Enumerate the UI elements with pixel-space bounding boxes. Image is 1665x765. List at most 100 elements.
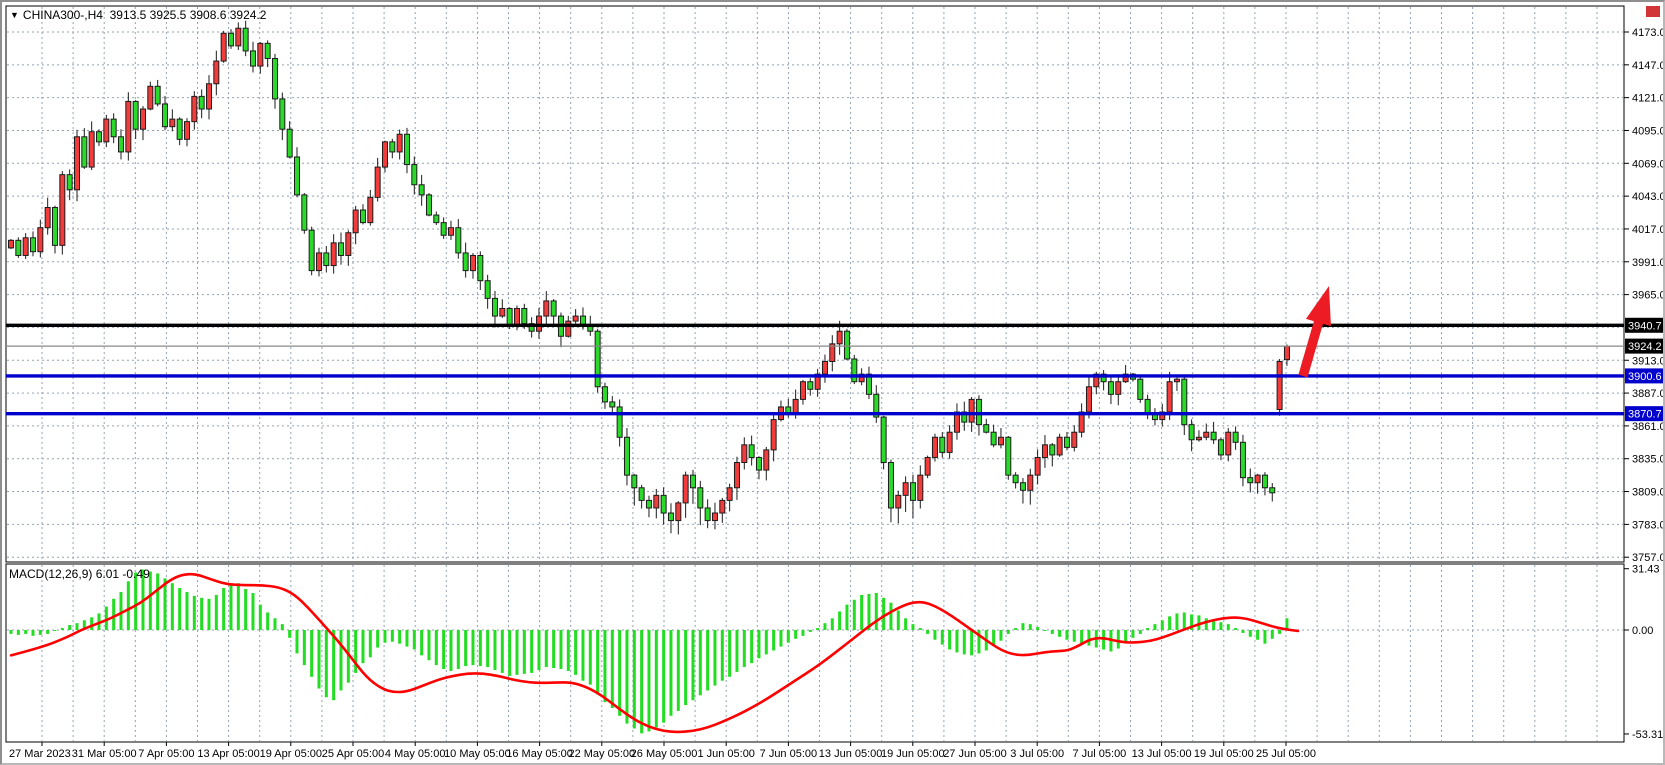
candle xyxy=(667,512,674,522)
macd-panel[interactable] xyxy=(5,563,1625,743)
candle xyxy=(616,406,623,438)
candle xyxy=(814,373,821,390)
candle xyxy=(257,42,264,67)
macd-hist-bar xyxy=(478,630,482,667)
svg-text:4043.0: 4043.0 xyxy=(1632,191,1665,203)
time-axis[interactable]: 27 Mar 2023 31 Mar 05:00 7 Apr 05:00 13 Apr… xyxy=(9,742,1316,760)
macd-hist-bar xyxy=(559,630,563,669)
macd-hist-bar xyxy=(764,630,768,655)
candle xyxy=(198,95,205,110)
macd-hist-bar xyxy=(948,630,952,650)
candle xyxy=(1005,436,1012,476)
macd-hist-bar xyxy=(119,591,123,630)
candle xyxy=(851,358,858,383)
macd-hist-bar xyxy=(317,630,321,689)
candle xyxy=(829,343,836,363)
macd-hist-bar xyxy=(258,604,262,630)
macd-hist-bar xyxy=(962,630,966,655)
macd-hist-bar xyxy=(500,630,504,673)
candle xyxy=(235,27,242,47)
macd-hist-bar xyxy=(75,623,79,630)
macd-hist-bar xyxy=(383,630,387,643)
macd-hist-bar xyxy=(654,630,658,728)
macd-hist-bar xyxy=(288,630,292,638)
candle xyxy=(396,133,403,153)
candle xyxy=(895,494,902,509)
price-axis[interactable]: 4173.0 4147.0 4121.0 4095.0 4069.0 4043.0 4017… xyxy=(1624,27,1665,564)
macd-hist-bar xyxy=(60,628,64,630)
candle xyxy=(638,487,645,501)
macd-signal-line xyxy=(9,572,1300,734)
macd-hist-bar xyxy=(251,592,255,630)
macd-hist-bar xyxy=(1197,615,1201,630)
macd-hist-bar xyxy=(427,630,431,661)
macd-hist-bar xyxy=(493,630,497,670)
candle xyxy=(968,398,975,423)
candle xyxy=(59,174,66,246)
macd-hist-bar xyxy=(1036,627,1040,630)
macd-hist-bar xyxy=(581,630,585,681)
main-chart-panel[interactable] xyxy=(5,5,1625,563)
svg-text:19 Apr 05:00: 19 Apr 05:00 xyxy=(260,748,322,760)
macd-hist-bar xyxy=(236,583,240,630)
candle xyxy=(367,196,374,224)
candle xyxy=(477,254,484,282)
candle xyxy=(513,307,520,327)
macd-hist-bar xyxy=(361,630,365,664)
macd-hist-bar xyxy=(992,630,996,646)
candle xyxy=(1049,444,1056,456)
svg-text:3965.0: 3965.0 xyxy=(1632,290,1665,302)
macd-hist-bar xyxy=(339,630,343,691)
candle xyxy=(887,462,894,509)
macd-hist-bar xyxy=(735,630,739,672)
macd-hist-bar xyxy=(904,618,908,630)
svg-text:4 May 05:00: 4 May 05:00 xyxy=(385,748,446,760)
macd-hist-bar xyxy=(295,630,299,654)
candle xyxy=(88,131,95,168)
svg-text:7 Jun 05:00: 7 Jun 05:00 xyxy=(760,748,818,760)
macd-hist-bar xyxy=(1006,630,1010,634)
macd-hist-bar xyxy=(185,591,189,630)
candle xyxy=(1239,441,1246,479)
candle xyxy=(330,242,337,267)
macd-hist-bar xyxy=(1285,618,1289,630)
candle xyxy=(836,330,843,345)
candle xyxy=(183,121,190,140)
macd-hist-bar xyxy=(522,630,526,674)
macd-hist-bar xyxy=(889,602,893,630)
macd-axis[interactable]: 31.43 0.00 -53.31 xyxy=(1624,564,1663,741)
candle xyxy=(125,100,132,153)
macd-series xyxy=(9,569,1300,734)
macd-hist-bar xyxy=(214,594,218,630)
candle xyxy=(1122,373,1129,383)
macd-hist-bar xyxy=(273,618,277,630)
macd-hist-bar xyxy=(412,630,416,650)
macd-hist-bar xyxy=(691,630,695,701)
macd-hist-bar xyxy=(82,620,86,630)
svg-text:3 Jul 05:00: 3 Jul 05:00 xyxy=(1010,748,1064,760)
macd-hist-bar xyxy=(684,630,688,706)
macd-hist-bar xyxy=(46,630,50,634)
candle xyxy=(1034,456,1041,476)
up-arrow-annotation[interactable] xyxy=(1298,286,1331,378)
candle xyxy=(865,373,872,395)
candle xyxy=(374,166,381,198)
macd-hist-bar xyxy=(999,630,1003,641)
candle xyxy=(499,307,506,317)
macd-hist-bar xyxy=(1138,630,1142,634)
macd-hist-bar xyxy=(354,630,358,673)
candle xyxy=(704,507,711,522)
macd-hist-bar xyxy=(200,597,204,630)
macd-hist-bar xyxy=(610,630,614,708)
svg-text:13 Jun 05:00: 13 Jun 05:00 xyxy=(819,748,883,760)
macd-hist-bar xyxy=(1219,622,1223,630)
svg-text:19 Jun 05:00: 19 Jun 05:00 xyxy=(881,748,945,760)
candle xyxy=(1173,378,1180,383)
macd-hist-bar xyxy=(720,630,724,681)
macd-hist-bar xyxy=(178,588,182,630)
candle xyxy=(139,108,146,130)
candle xyxy=(821,361,828,375)
candle xyxy=(1276,361,1283,410)
